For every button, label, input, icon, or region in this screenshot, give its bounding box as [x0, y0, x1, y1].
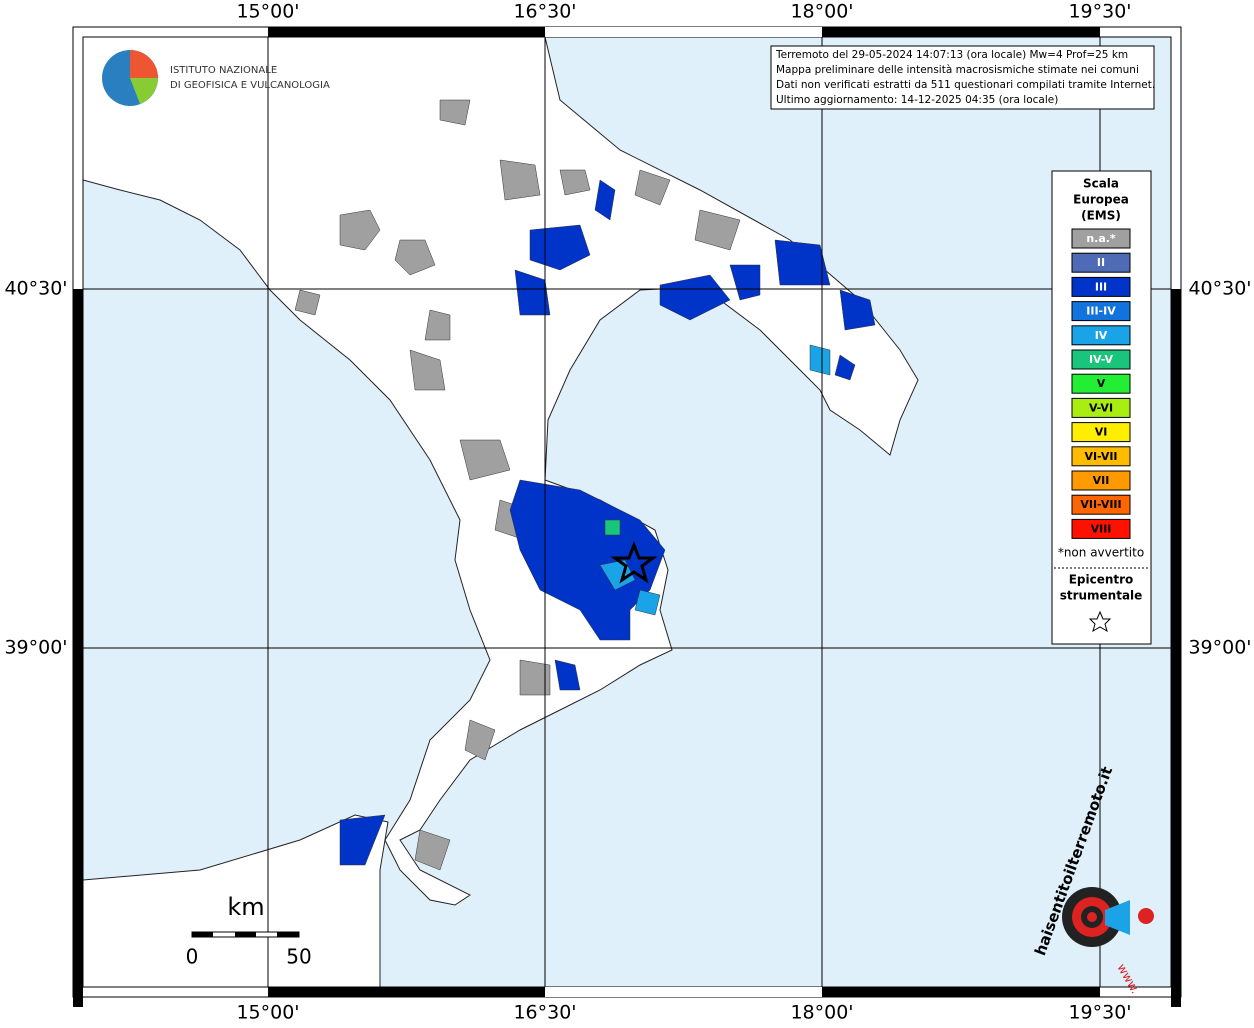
- frame-segment: [1171, 289, 1181, 648]
- lon-label: 19°30': [1068, 1002, 1131, 1024]
- lon-label: 16°30': [513, 1, 576, 23]
- legend-label: VIII: [1091, 522, 1112, 535]
- legend-label: II: [1097, 256, 1105, 269]
- legend-swatch: [1071, 325, 1131, 346]
- frame-segment: [73, 648, 83, 1007]
- frame-segment: [545, 987, 822, 997]
- legend-swatch: [1071, 397, 1131, 418]
- info-line: Mappa preliminare delle intensità macros…: [776, 64, 1139, 76]
- legend-label: n.a.*: [1086, 232, 1116, 245]
- legend-label: VII-VIII: [1080, 498, 1121, 511]
- lat-label: 39°00': [4, 637, 67, 659]
- frame-segment: [545, 27, 822, 37]
- legend-title: Europea: [1073, 193, 1129, 207]
- info-line: Ultimo aggiornamento: 14-12-2025 04:35 (…: [776, 94, 1058, 106]
- scale-bar: km 0 50: [186, 893, 312, 969]
- legend-swatch: [1071, 494, 1131, 515]
- scale-unit: km: [227, 893, 264, 921]
- legend-epicenter: strumentale: [1060, 589, 1143, 603]
- scale-label: 0: [186, 945, 199, 969]
- legend-note: *non avvertito: [1058, 546, 1144, 560]
- legend-swatch: [1071, 252, 1131, 273]
- legend-swatch: [1071, 518, 1131, 539]
- frame-segment: [73, 289, 83, 648]
- lat-label: 40°30': [4, 278, 67, 300]
- legend-items: ScalaEuropea(EMS)n.a.*IIIIIIII-IVIVIV-VV…: [1054, 177, 1149, 633]
- graticule-labels: 15°00' 15°00' 16°30' 16°30' 18°00' 18°00' 19°3…: [4, 1, 1251, 1024]
- lon-label: 18°00': [790, 1, 853, 23]
- legend-label: III-IV: [1086, 305, 1116, 318]
- logo-line: ISTITUTO NAZIONALE: [170, 65, 277, 76]
- legend-swatch: [1071, 349, 1131, 370]
- legend-label: VII: [1093, 474, 1110, 487]
- frame-segment: [822, 987, 1100, 997]
- lon-label: 16°30': [513, 1002, 576, 1024]
- info-line: Terremoto del 29-05-2024 14:07:13 (ora l…: [775, 49, 1128, 61]
- legend-label: IV-V: [1089, 353, 1114, 366]
- legend-swatch: [1071, 301, 1131, 322]
- legend-label: VI-VII: [1084, 450, 1117, 463]
- legend-swatch: [1071, 276, 1131, 297]
- frame-segment: [822, 27, 1100, 37]
- lat-label: 40°30': [1188, 278, 1251, 300]
- legend-title: Scala: [1083, 177, 1119, 191]
- frame-segment: [1171, 648, 1181, 1007]
- lon-label: 15°00': [236, 1, 299, 23]
- epicenter-star: [610, 540, 658, 584]
- municipalities: [294, 99, 876, 871]
- lon-label: 15°00': [236, 1002, 299, 1024]
- legend-swatch: [1071, 446, 1131, 467]
- legend-swatch: [1071, 470, 1131, 491]
- legend-epicenter: Epicentro: [1069, 573, 1134, 587]
- legend-swatch: [1071, 373, 1131, 394]
- lat-label: 39°00': [1188, 637, 1251, 659]
- logo-line: DI GEOFISICA E VULCANOLOGIA: [170, 80, 330, 91]
- ingv-logo: ISTITUTO NAZIONALE DI GEOFISICA E VULCAN…: [102, 50, 330, 106]
- legend-label: IV: [1095, 329, 1108, 342]
- legend-label: V-VI: [1089, 401, 1113, 414]
- scale-label: 50: [286, 945, 311, 969]
- legend-label: VI: [1095, 426, 1108, 439]
- frame-segment: [268, 27, 545, 37]
- lon-label: 18°00': [790, 1002, 853, 1024]
- legend-label: V: [1097, 377, 1106, 390]
- lon-label: 19°30': [1068, 1, 1131, 23]
- legend-swatch: [1071, 422, 1131, 443]
- info-box: [770, 45, 1155, 110]
- legend-star: [1088, 610, 1112, 633]
- info-line: Dati non verificati estratti da 511 ques…: [776, 79, 1155, 91]
- info-text: Terremoto del 29-05-2024 14:07:13 (ora l…: [775, 49, 1155, 106]
- legend-title: (EMS): [1081, 209, 1121, 223]
- frame-segment: [268, 987, 545, 997]
- legend-label: III: [1095, 280, 1107, 293]
- legend-swatch: [1071, 228, 1131, 249]
